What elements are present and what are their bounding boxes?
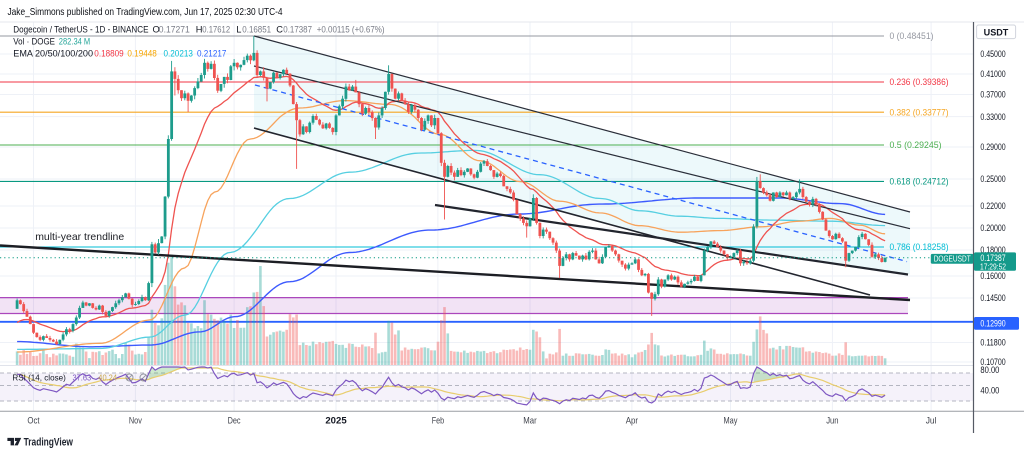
svg-text:0.33000: 0.33000 — [980, 112, 1005, 122]
svg-text:0.18000: 0.18000 — [980, 245, 1005, 255]
svg-text:O: O — [153, 24, 160, 34]
svg-text:0.25000: 0.25000 — [980, 174, 1005, 184]
svg-text:282.34 M: 282.34 M — [59, 37, 90, 47]
svg-text:Dec: Dec — [228, 416, 241, 427]
svg-text:Apr: Apr — [626, 416, 638, 427]
svg-text:0.5 (0.29245): 0.5 (0.29245) — [890, 140, 942, 150]
svg-text:0.16851: 0.16851 — [242, 24, 271, 34]
svg-text:0.236 (0.39386): 0.236 (0.39386) — [890, 77, 949, 87]
svg-text:0.20213: 0.20213 — [164, 49, 193, 59]
svg-text:0.12990: 0.12990 — [980, 319, 1005, 329]
svg-text:TradingView: TradingView — [24, 436, 74, 448]
svg-text:Dogecoin / TetherUS - 1D - BIN: Dogecoin / TetherUS - 1D - BINANCE — [13, 24, 148, 34]
svg-text:Feb: Feb — [432, 416, 444, 427]
svg-text:DOGEUSDT: DOGEUSDT — [934, 254, 971, 264]
svg-text:0.11800: 0.11800 — [980, 338, 1005, 348]
svg-text:0.29000: 0.29000 — [980, 142, 1005, 152]
svg-text:0.41000: 0.41000 — [980, 69, 1005, 79]
svg-text:Nov: Nov — [129, 416, 142, 427]
svg-text:C: C — [276, 24, 283, 34]
svg-text:0.19448: 0.19448 — [127, 49, 156, 59]
svg-text:0.17387: 0.17387 — [283, 24, 312, 34]
svg-text:H: H — [196, 24, 203, 34]
svg-text:0.16000: 0.16000 — [980, 271, 1005, 281]
svg-text:0.618 (0.24712): 0.618 (0.24712) — [890, 177, 949, 187]
svg-text:Oct: Oct — [27, 416, 39, 427]
svg-text:May: May — [724, 416, 738, 427]
svg-text:0.22000: 0.22000 — [980, 201, 1005, 211]
svg-text:Mar: Mar — [523, 416, 536, 427]
svg-text:0.17612: 0.17612 — [202, 24, 230, 34]
svg-text:Jake_Simmons published on Trad: Jake_Simmons published on TradingView.co… — [8, 7, 283, 18]
svg-text:40.00: 40.00 — [980, 386, 999, 396]
svg-text:multi-year trendline: multi-year trendline — [35, 231, 124, 243]
svg-text:0.45000: 0.45000 — [980, 49, 1005, 59]
svg-text:EMA 20/50/100/200: EMA 20/50/100/200 — [13, 49, 93, 59]
svg-text:Jul: Jul — [926, 416, 937, 427]
svg-text:Vol · DOGE: Vol · DOGE — [13, 37, 55, 47]
svg-text:RSI (14, close): RSI (14, close) — [12, 373, 66, 383]
svg-text:37.63: 37.63 — [73, 373, 92, 383]
svg-text:17:29:52: 17:29:52 — [980, 262, 1006, 271]
svg-text:0.382 (0.33777): 0.382 (0.33777) — [890, 107, 949, 117]
svg-text:40.24: 40.24 — [98, 373, 117, 383]
svg-text:0.37000: 0.37000 — [980, 90, 1005, 100]
svg-text:L: L — [236, 24, 241, 34]
svg-text:Jun: Jun — [826, 416, 838, 427]
svg-text:80.00: 80.00 — [980, 365, 999, 375]
svg-text:0 (0.48451): 0 (0.48451) — [890, 31, 934, 41]
svg-text:0.17387: 0.17387 — [980, 253, 1005, 263]
svg-text:0.786 (0.18258): 0.786 (0.18258) — [890, 242, 949, 252]
svg-text:2025: 2025 — [325, 416, 347, 427]
svg-text:+0.00115 (+0.67%): +0.00115 (+0.67%) — [317, 24, 385, 34]
svg-text:0.14500: 0.14500 — [980, 293, 1005, 303]
svg-text:0.10700: 0.10700 — [980, 357, 1005, 367]
svg-text:0.21217: 0.21217 — [197, 49, 226, 59]
svg-text:0.20000: 0.20000 — [980, 223, 1005, 233]
svg-text:0.17271: 0.17271 — [159, 24, 190, 34]
svg-text:0.18809: 0.18809 — [94, 49, 123, 59]
svg-text:USDT: USDT — [984, 27, 1009, 38]
